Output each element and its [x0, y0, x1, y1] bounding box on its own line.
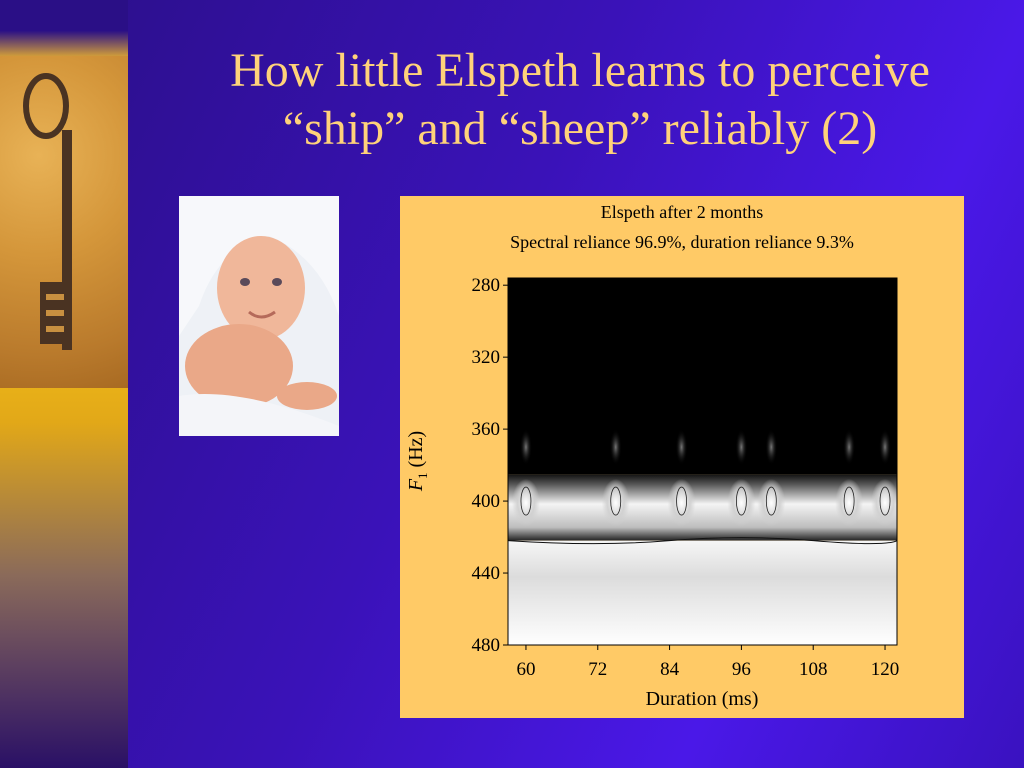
heatmap-contour	[843, 486, 855, 516]
heatmap-plot-area	[508, 278, 897, 645]
x-tick-label: 72	[588, 659, 607, 680]
x-tick-label: 84	[660, 659, 680, 680]
heatmap-boundary-contour	[508, 537, 897, 545]
x-tick-label: 120	[871, 659, 900, 680]
heatmap-dark-plume	[843, 429, 856, 466]
chart-svg: 280 320 360 400 440 480 60 72 84 96 108 120 F1 (Hz)…	[405, 275, 900, 710]
heatmap-region-1	[508, 278, 897, 475]
heatmap-contour	[879, 486, 891, 516]
x-tick-label: 60	[516, 659, 535, 680]
y-axis-label-unit: (Hz)	[405, 431, 427, 473]
x-axis-label: Duration (ms)	[646, 688, 759, 710]
y-tick-label: 440	[472, 563, 501, 584]
heatmap-bright-spot	[835, 478, 864, 527]
heatmap-bright-spot	[667, 478, 696, 527]
antique-key-image	[0, 56, 128, 388]
heatmap-bright-spot	[727, 478, 756, 527]
heatmap-bright-spot	[601, 478, 630, 527]
heatmap-contour	[765, 486, 777, 516]
heatmap-dark-plume	[765, 429, 778, 466]
x-tick-label: 108	[799, 659, 828, 680]
heatmap-contour	[610, 486, 622, 516]
y-tick-label: 480	[472, 635, 501, 656]
axes: 280 320 360 400 440 480 60 72 84 96 108 120	[472, 275, 900, 680]
heatmap-contour	[520, 486, 532, 516]
y-tick-label: 320	[472, 347, 501, 368]
y-axis-label-subscript: 1	[415, 472, 430, 479]
slide-title-line-2: “ship” and “sheep” reliably (2)	[282, 102, 878, 155]
y-tick-label: 280	[472, 275, 501, 296]
heatmap-bright-spot	[511, 478, 540, 527]
heatmap-bright-spot	[757, 478, 786, 527]
chart-subtitle: Spectral reliance 96.9%, duration relian…	[510, 232, 854, 252]
y-axis-label: F1 (Hz)	[405, 431, 430, 492]
heatmap-dark-plume	[879, 429, 892, 466]
heatmap-dark-plume	[675, 429, 688, 466]
slide-title-line-1: How little Elspeth learns to perceive	[230, 44, 930, 97]
y-tick-label: 360	[472, 419, 501, 440]
heatmap-contour	[676, 486, 687, 516]
heatmap-contour	[735, 486, 747, 516]
key-icon	[23, 73, 72, 350]
plot-frame	[507, 277, 898, 646]
chart-panel: Elspeth after 2 months Spectral reliance…	[400, 196, 964, 718]
y-axis-label-f: F	[405, 478, 427, 492]
heatmap-region-2	[508, 474, 897, 541]
baby-photo	[179, 196, 339, 436]
x-tick-label: 96	[732, 659, 751, 680]
chart-title: Elspeth after 2 months	[600, 202, 764, 222]
slide-title: How little Elspeth learns to perceive “s…	[150, 42, 1010, 158]
heatmap-region-3	[508, 540, 897, 645]
baby-image	[179, 196, 339, 436]
heatmap-dark-plume	[609, 429, 622, 466]
y-tick-label: 400	[472, 491, 501, 512]
heatmap-dark-plume	[519, 429, 532, 466]
heatmap-bright-spot	[871, 478, 897, 527]
heatmap-dark-plume	[735, 429, 748, 466]
